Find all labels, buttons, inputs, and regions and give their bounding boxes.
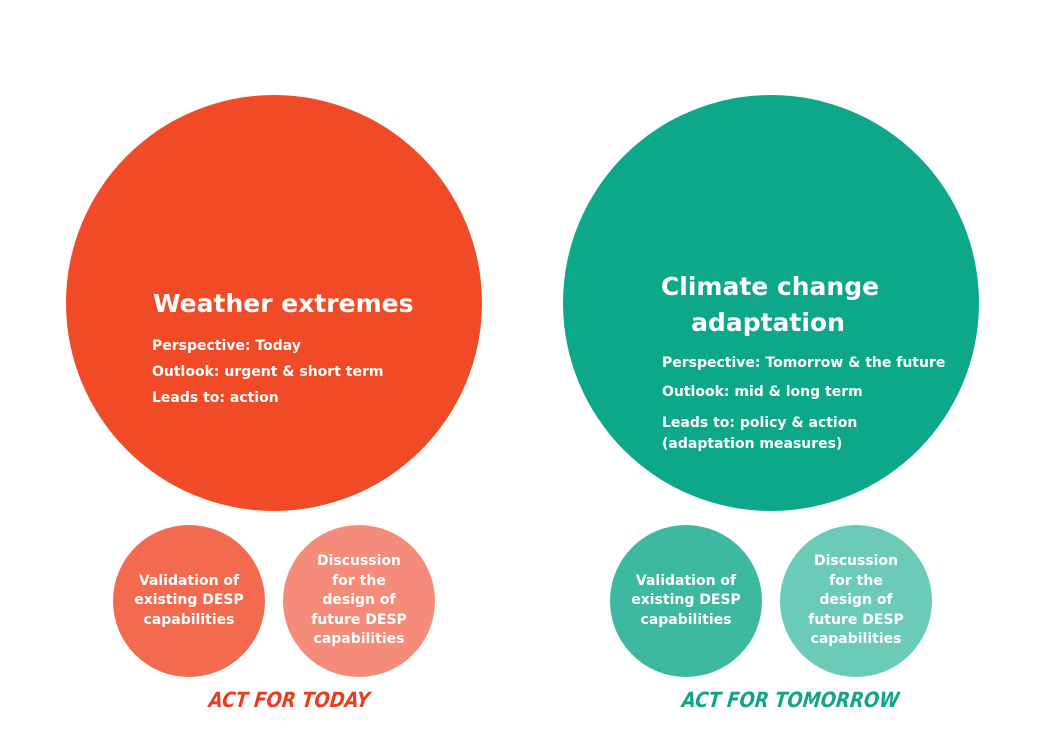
leads-to-action: Leads to: action [152, 390, 279, 406]
left-validation-circle: Validation of existing DESP capabilities [113, 525, 265, 677]
outlook-short-term: Outlook: urgent & short term [152, 364, 384, 380]
left-validation-label: Validation of existing DESP capabilities [134, 572, 244, 628]
leads-to-policy: Leads to: policy & action (adaptation me… [662, 415, 858, 452]
act-for-today-label: ACT FOR TODAY [207, 688, 372, 712]
weather-extremes-details: Perspective: Today Outlook: urgent & sho… [152, 338, 452, 416]
perspective-tomorrow: Perspective: Tomorrow & the future [662, 355, 946, 371]
right-validation-circle: Validation of existing DESP capabilities [610, 525, 762, 677]
act-for-tomorrow-label: ACT FOR TOMORROW [680, 688, 901, 712]
right-discussion-label: Discussion for the design of future DESP… [808, 553, 904, 648]
climate-adaptation-title-line1: Climate change [660, 272, 880, 301]
weather-extremes-title: Weather extremes [153, 289, 414, 318]
weather-extremes-circle: Weather extremes Perspective: Today Outl… [66, 95, 482, 511]
right-discussion-circle: Discussion for the design of future DESP… [780, 525, 932, 677]
climate-adaptation-circle: Climate change adaptation Perspective: T… [563, 95, 979, 511]
right-validation-label: Validation of existing DESP capabilities [631, 572, 741, 628]
climate-adaptation-title: Climate change adaptation [563, 269, 979, 341]
perspective-today: Perspective: Today [152, 338, 301, 354]
outlook-long-term: Outlook: mid & long term [662, 384, 863, 400]
left-discussion-label: Discussion for the design of future DESP… [311, 553, 407, 648]
climate-adaptation-details: Perspective: Tomorrow & the future Outlo… [662, 355, 947, 464]
climate-adaptation-title-line2: adaptation [691, 308, 845, 337]
left-discussion-circle: Discussion for the design of future DESP… [283, 525, 435, 677]
